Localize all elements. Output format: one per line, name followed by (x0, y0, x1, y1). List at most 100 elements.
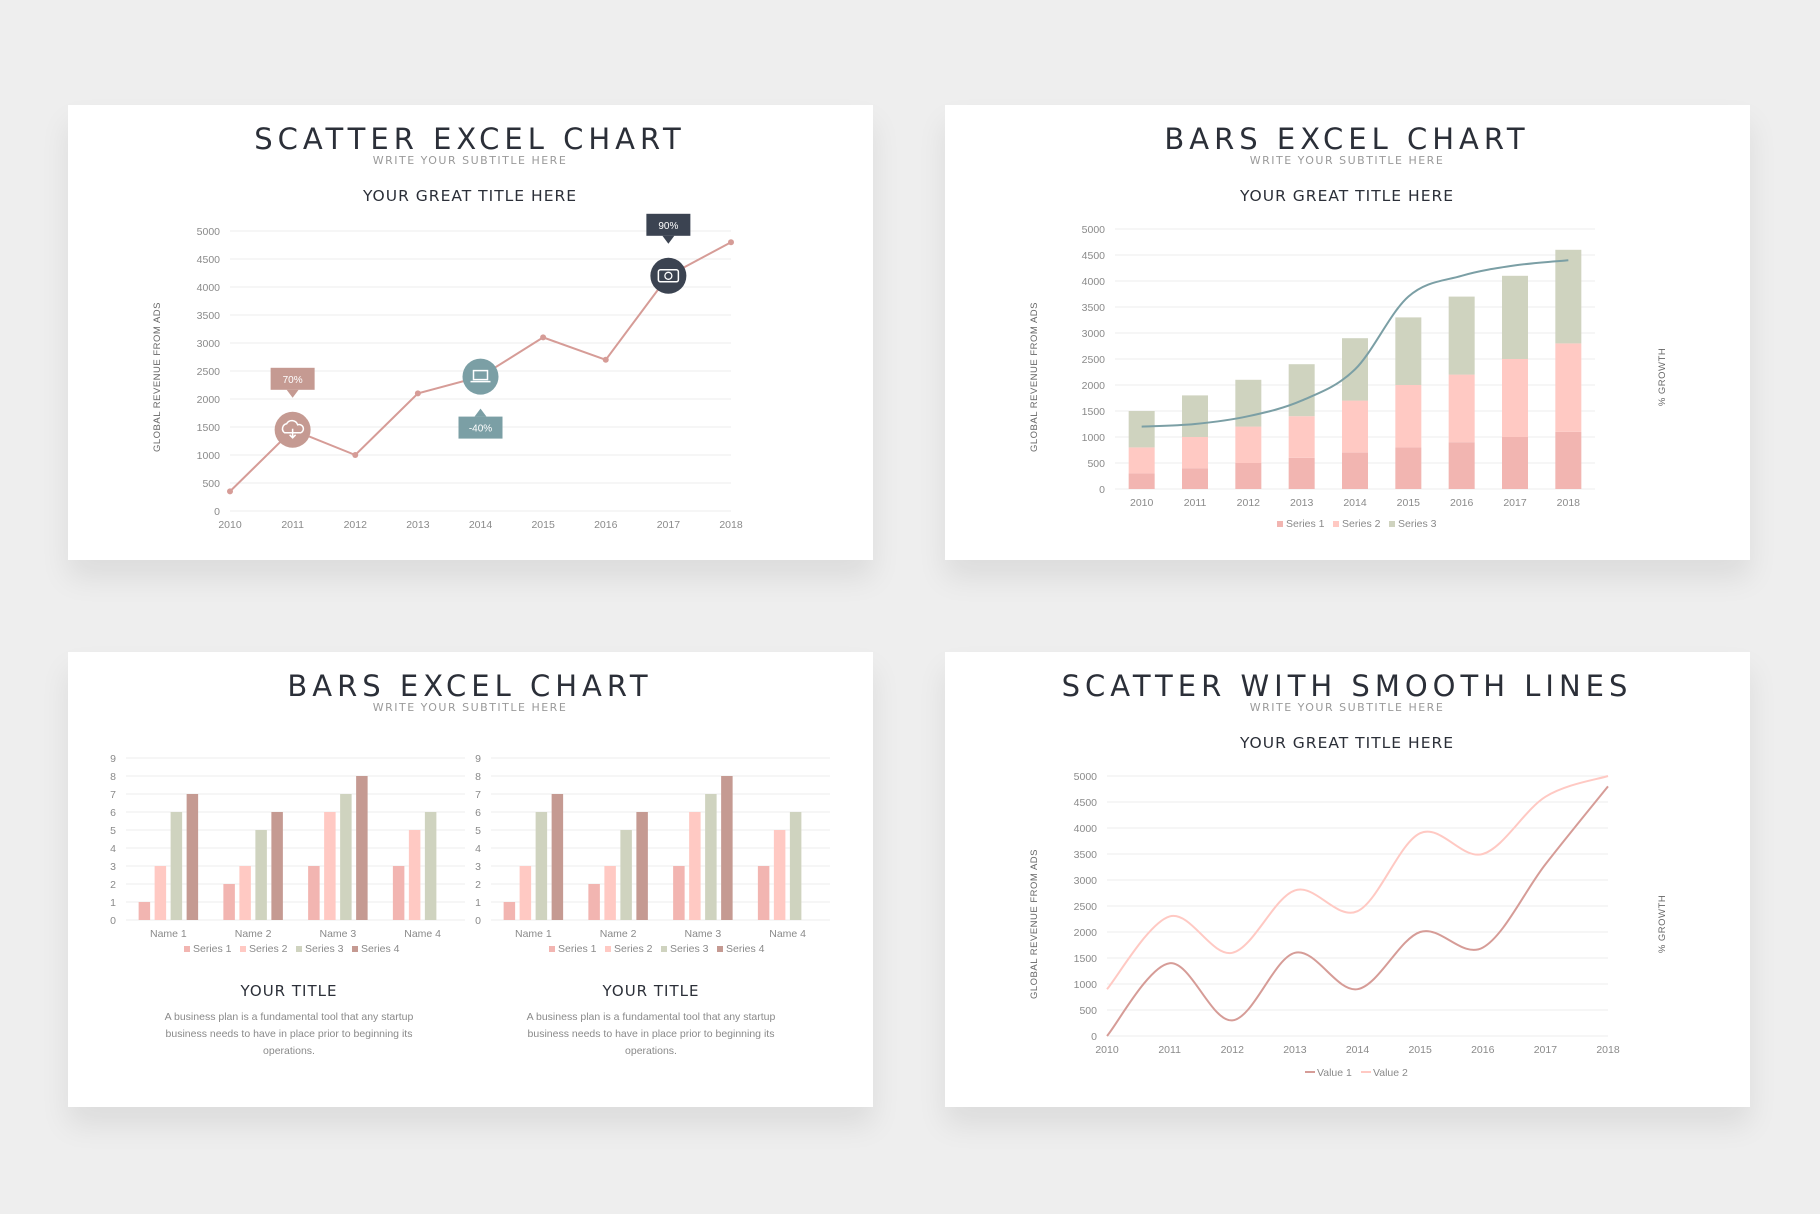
y-tick-label: 3500 (1074, 849, 1098, 861)
bar (186, 794, 199, 920)
x-tick-label: 2015 (1408, 1044, 1432, 1056)
callout-pointer (474, 408, 487, 417)
y-tick-label: 9 (475, 753, 481, 765)
x-tick-label: 2016 (1450, 497, 1474, 509)
y-tick-label: 4 (110, 843, 116, 855)
bar (138, 902, 151, 920)
marker-laptop (462, 358, 499, 395)
panel-title-left: YOUR TITLE (240, 982, 338, 1000)
legend-label: Series 1 (193, 943, 232, 955)
x-tick-label: 2010 (1130, 497, 1154, 509)
legend-label: Series 3 (1398, 518, 1437, 530)
y-tick-label: 5000 (1082, 224, 1106, 236)
y-tick-label: 4000 (1074, 823, 1098, 835)
y-tick-label: 4500 (197, 254, 221, 266)
panel-text-left-line1: A business plan is a fundamental tool th… (165, 1011, 414, 1023)
x-tick-label: 2017 (657, 519, 681, 531)
legend-swatch (184, 946, 190, 952)
legend-swatch (1277, 521, 1283, 527)
bar-segment (1182, 468, 1208, 489)
slide-title: BARS EXCEL CHART (287, 669, 652, 703)
panel-text-right-line2: business needs to have in place prior to… (528, 1028, 775, 1040)
x-tick-label: Name 1 (150, 928, 187, 940)
y2-axis-label: % GROWTH (1657, 895, 1668, 953)
x-tick-label: Name 2 (235, 928, 272, 940)
y-tick-label: 1500 (1082, 406, 1106, 418)
slide-subtitle: WRITE YOUR SUBTITLE HERE (1250, 154, 1445, 167)
bar (551, 794, 564, 920)
bar (239, 866, 251, 920)
y-axis-label: GLOBAL REVENUE FROM ADS (152, 302, 163, 452)
bar (392, 866, 405, 920)
legend-label: Value 1 (1317, 1067, 1352, 1079)
money-icon (657, 269, 680, 283)
y-tick-label: 7 (475, 789, 481, 801)
bar (689, 812, 701, 920)
bar-segment (1448, 442, 1475, 489)
slide-subtitle: WRITE YOUR SUBTITLE HERE (373, 701, 568, 714)
chart-title: YOUR GREAT TITLE HERE (362, 187, 577, 205)
callout-pointer (662, 235, 675, 244)
grouped-bar-charts: BARS EXCEL CHART WRITE YOUR SUBTITLE HER… (110, 669, 830, 1057)
bar (223, 884, 235, 920)
callout-pointer (286, 389, 299, 398)
bar-segment (1288, 416, 1315, 458)
x-tick-label: Name 4 (769, 928, 806, 940)
y-tick-label: 0 (1091, 1031, 1097, 1043)
chart-title: YOUR GREAT TITLE HERE (1239, 187, 1454, 205)
bar (324, 812, 336, 920)
bar (757, 866, 770, 920)
bar-segment (1128, 447, 1155, 474)
bar (519, 866, 532, 920)
legend-swatch (605, 946, 611, 952)
slide-title: SCATTER EXCEL CHART (254, 122, 686, 156)
legend-label: Series 2 (1342, 518, 1381, 530)
y-tick-label: 9 (110, 753, 116, 765)
y-tick-label: 1000 (1082, 432, 1106, 444)
callout-label: 90% (658, 221, 678, 232)
legend-label: Series 3 (670, 943, 709, 955)
x-tick-label: 2018 (1596, 1044, 1620, 1056)
panel-text-right-line1: A business plan is a fundamental tool th… (527, 1011, 776, 1023)
bar-segment (1502, 437, 1528, 489)
bar (356, 776, 368, 920)
bar-segment (1128, 411, 1155, 448)
y-tick-label: 4500 (1074, 797, 1098, 809)
bar (340, 794, 352, 920)
x-tick-label: 2012 (1237, 497, 1261, 509)
x-tick-label: 2014 (1346, 1044, 1370, 1056)
x-tick-label: 2013 (1290, 497, 1314, 509)
bar (588, 884, 600, 920)
y-tick-label: 2500 (1074, 901, 1098, 913)
data-point (414, 390, 421, 397)
y-tick-label: 2000 (1082, 380, 1106, 392)
bar-segment (1288, 457, 1315, 489)
bar-segment (1502, 359, 1528, 437)
y-tick-label: 500 (1087, 458, 1105, 470)
y-tick-label: 500 (1079, 1005, 1097, 1017)
x-tick-label: 2011 (1184, 497, 1207, 509)
x-tick-label: 2010 (1095, 1044, 1119, 1056)
bar (255, 830, 267, 920)
panel-text-right-line3: operations. (625, 1045, 677, 1057)
slide-subtitle: WRITE YOUR SUBTITLE HERE (373, 154, 568, 167)
panel-text-left-line3: operations. (263, 1045, 315, 1057)
x-tick-label: Name 3 (319, 928, 356, 940)
y-tick-label: 0 (214, 506, 220, 518)
laptop-icon (472, 369, 489, 381)
y-tick-label: 5000 (1074, 771, 1098, 783)
y-tick-label: 5 (475, 825, 481, 837)
y-tick-label: 4000 (1082, 276, 1106, 288)
legend-label: Series 1 (1286, 518, 1325, 530)
legend-swatch (352, 946, 358, 952)
y-tick-label: 1 (110, 897, 116, 909)
slide-grouped-bar-charts: BARS EXCEL CHART WRITE YOUR SUBTITLE HER… (68, 652, 873, 1107)
callout-label: 70% (283, 375, 303, 386)
bar (170, 812, 183, 920)
y-tick-label: 1500 (1074, 953, 1098, 965)
y-tick-label: 2000 (197, 394, 221, 406)
y-tick-label: 4500 (1082, 250, 1106, 262)
x-tick-label: 2013 (406, 519, 430, 531)
y-tick-label: 3500 (1082, 302, 1106, 314)
panel-title-right: YOUR TITLE (602, 982, 700, 1000)
